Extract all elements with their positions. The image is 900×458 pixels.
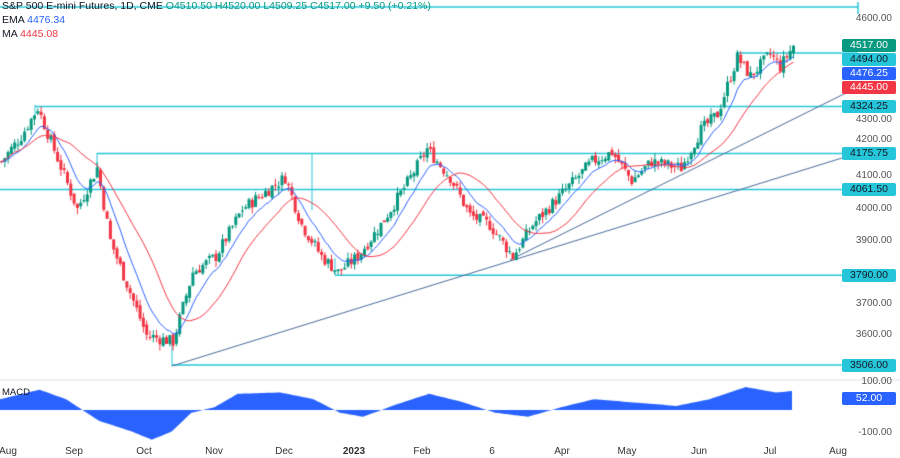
- x-axis-label: Aug: [0, 446, 17, 457]
- ma-legend[interactable]: MA 4445.08: [2, 28, 58, 40]
- x-axis-label: Jun: [690, 446, 708, 457]
- price-label: 3506.00: [842, 358, 896, 372]
- ma-value: 4445.08: [20, 28, 59, 40]
- x-axis-label: May: [617, 446, 637, 457]
- price-tick: 4100.00: [855, 170, 892, 182]
- macd-legend[interactable]: MACD: [2, 387, 30, 399]
- ema-value: 4476.34: [27, 14, 66, 26]
- ema-label: EMA: [2, 14, 25, 26]
- open-value: O4510.50: [165, 0, 212, 12]
- x-axis-label: Aug: [829, 446, 847, 457]
- price-label: 4494.00: [842, 53, 896, 67]
- price-tick: 4000.00: [855, 203, 892, 214]
- price-label: 4476.25: [842, 67, 896, 81]
- price-tick: 4300.00: [855, 114, 892, 126]
- x-axis-label: Nov: [205, 446, 223, 457]
- macd-tick: 100.00: [861, 376, 892, 387]
- x-axis-label: Oct: [136, 446, 152, 457]
- x-axis-label: 6: [489, 446, 495, 457]
- macd-label: MACD: [2, 387, 30, 398]
- macd-tick: -100.00: [858, 427, 892, 438]
- price-tick: 3700.00: [855, 297, 892, 309]
- x-axis-label: Sep: [65, 446, 83, 457]
- macd-value-label: 52.00: [842, 392, 896, 405]
- price-label: 4517.00: [842, 39, 896, 53]
- price-label: 4175.75: [842, 146, 896, 160]
- x-axis-label: Feb: [413, 446, 431, 457]
- x-axis-label: Apr: [554, 446, 570, 457]
- x-axis-label: 2023: [342, 446, 366, 457]
- symbol-title: S&P 500 E-mini Futures, 1D, CME: [2, 0, 163, 12]
- change-value: +9.50 (+0.21%): [358, 0, 431, 12]
- price-tick: 3900.00: [855, 234, 892, 246]
- low-value: L4509.25: [263, 0, 308, 12]
- price-label: 4061.50: [842, 183, 896, 197]
- ema-legend[interactable]: EMA 4476.34: [2, 14, 65, 26]
- ma-label: MA: [2, 28, 18, 40]
- price-tick: 4600.00: [855, 13, 892, 25]
- price-label: 4324.25: [842, 100, 896, 114]
- close-value: C4517.00: [310, 0, 356, 12]
- x-axis-label: Jul: [763, 446, 777, 457]
- price-tick: 4200.00: [855, 133, 892, 145]
- price-label: 4445.00: [842, 81, 896, 95]
- price-label: 3790.00: [842, 268, 896, 282]
- price-tick: 3600.00: [855, 329, 892, 341]
- symbol-legend: S&P 500 E-mini Futures, 1D, CME O4510.50…: [2, 0, 431, 12]
- high-value: H4520.00: [214, 0, 261, 12]
- x-axis-label: Dec: [275, 446, 293, 457]
